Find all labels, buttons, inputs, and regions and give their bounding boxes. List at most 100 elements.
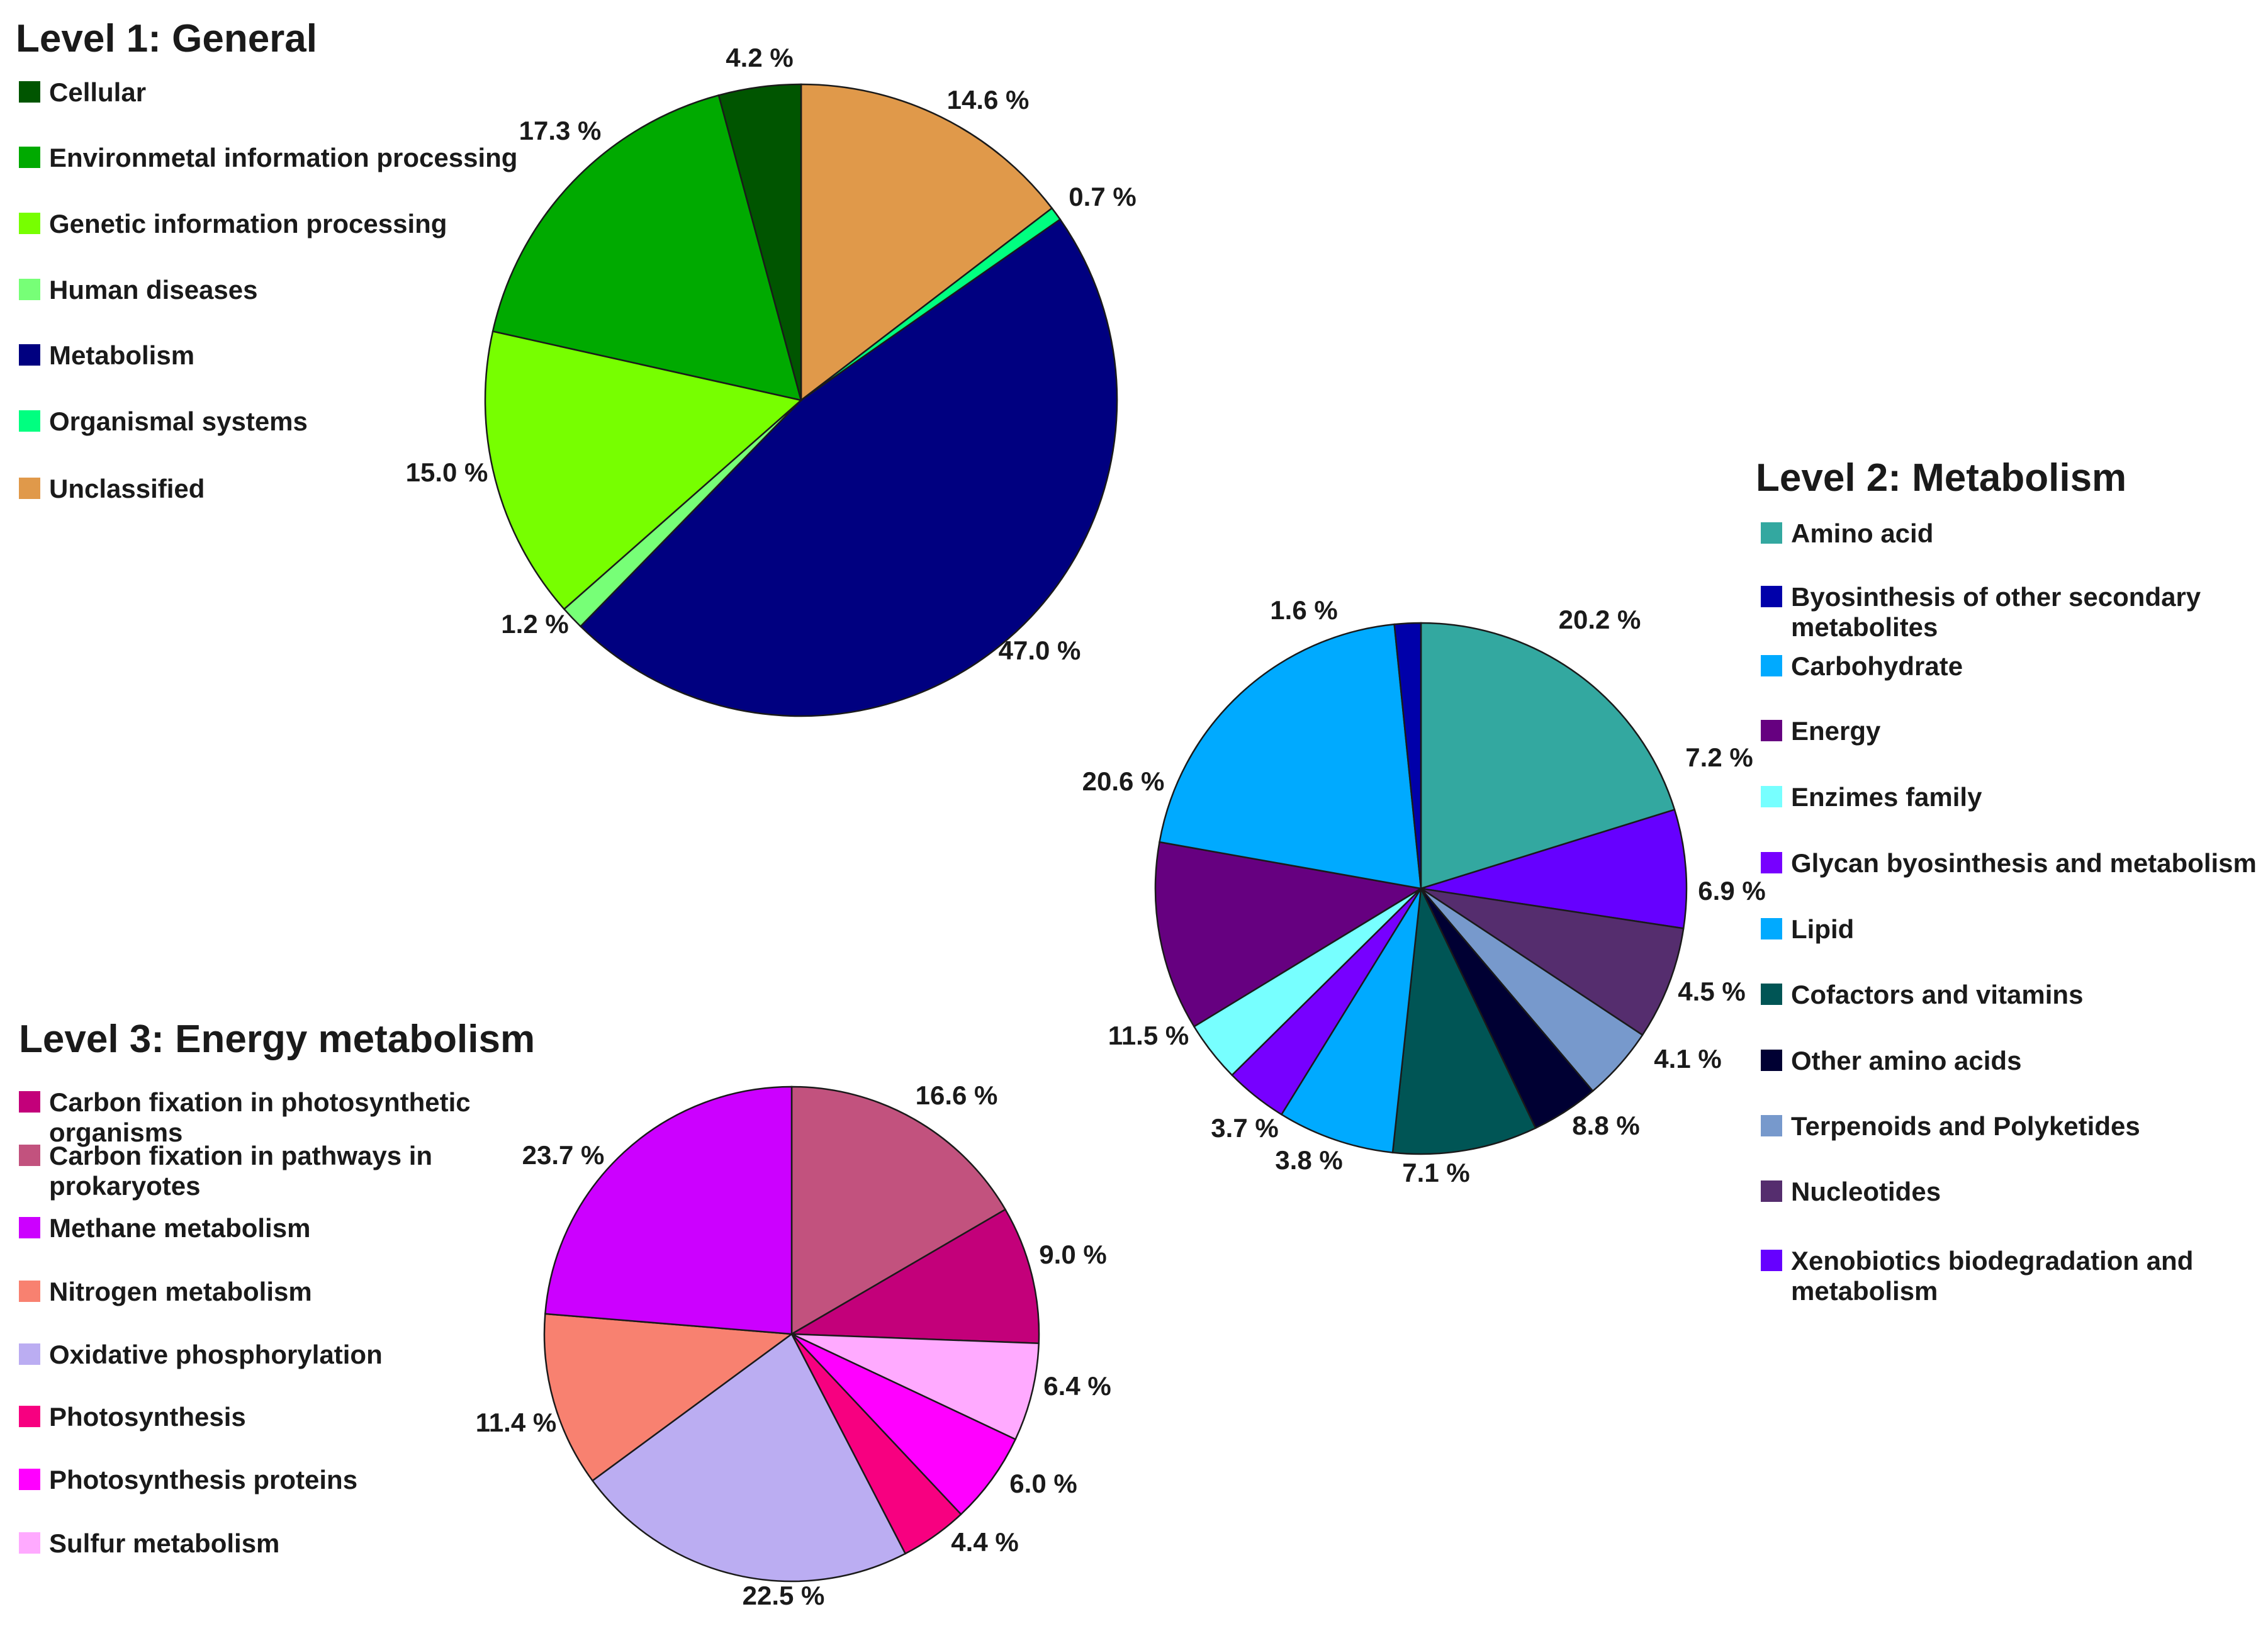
legend-item: Sulfur metabolism xyxy=(19,1528,279,1558)
legend-label: Xenobiotics biodegradation and metabolism xyxy=(1791,1246,2193,1306)
legend-swatch xyxy=(1761,852,1782,873)
legend-label: Nucleotides xyxy=(1791,1177,1941,1206)
legend-item: Methane metabolism xyxy=(19,1213,310,1243)
data-label: 8.8 % xyxy=(1572,1111,1639,1140)
legend-item: Nitrogen metabolism xyxy=(19,1277,312,1306)
legend-item: Genetic information processing xyxy=(19,209,447,238)
legend-label: Oxidative phosphorylation xyxy=(49,1340,383,1369)
data-label: 23.7 % xyxy=(522,1140,605,1170)
legend-item: Unclassified xyxy=(19,474,205,503)
legend-swatch xyxy=(19,279,40,300)
legend-item: Carbon fixation in pathways in prokaryote… xyxy=(19,1141,432,1201)
legend-swatch xyxy=(19,147,40,168)
legend-label: Nitrogen metabolism xyxy=(49,1277,312,1306)
legend-label: Carbon fixation in photosynthetic organis… xyxy=(49,1087,471,1147)
data-label: 22.5 % xyxy=(743,1581,825,1610)
legend-label: Environmetal information processing xyxy=(49,143,517,172)
pie-slice xyxy=(543,1313,794,1482)
legend-item: Other amino acids xyxy=(1761,1046,2021,1075)
legend-label: Sulfur metabolism xyxy=(49,1528,279,1558)
pie-slice xyxy=(491,94,802,401)
legend-label: Organismal systems xyxy=(49,407,308,436)
legend-swatch xyxy=(19,81,40,103)
legend-item: Glycan byosinthesis and metabolism xyxy=(1761,848,2257,878)
legend-label: Amino acid xyxy=(1791,519,1933,548)
legend-label: Other amino acids xyxy=(1791,1046,2021,1075)
legend-item: Cofactors and vitamins xyxy=(1761,980,2083,1009)
pie-slice xyxy=(800,83,1053,402)
data-label: 6.0 % xyxy=(1009,1469,1077,1498)
legend-swatch xyxy=(1761,522,1782,544)
pie-slice xyxy=(789,1208,1040,1345)
pie-slice xyxy=(1280,888,1422,1153)
legend-swatch xyxy=(1761,1180,1782,1202)
legend-swatch xyxy=(19,1145,40,1166)
legend-label: Photosynthesis xyxy=(49,1402,246,1432)
pie-slice xyxy=(1420,622,1676,890)
data-label: 9.0 % xyxy=(1039,1240,1106,1269)
legend-label: Metabolism xyxy=(49,340,194,370)
data-label: 7.1 % xyxy=(1402,1158,1469,1187)
legend-item: Organismal systems xyxy=(19,407,308,436)
legend-swatch xyxy=(19,1343,40,1365)
legend-swatch xyxy=(1761,984,1782,1005)
data-label: 4.5 % xyxy=(1678,977,1745,1006)
legend-label: Enzimes family xyxy=(1791,782,1982,812)
data-label: 15.0 % xyxy=(406,457,488,487)
legend-item: Lipid xyxy=(1761,914,1854,944)
legend-label: Glycan byosinthesis and metabolism xyxy=(1791,848,2257,878)
legend-label: Byosinthesis of other secondary metabolit… xyxy=(1791,582,2201,642)
data-label: 6.9 % xyxy=(1698,876,1765,906)
legend: Cellular Environmetal information process… xyxy=(19,77,517,503)
data-label: 17.3 % xyxy=(519,116,602,145)
legend-label: Human diseases xyxy=(49,275,258,305)
legend-item: Photosynthesis proteins xyxy=(19,1465,357,1494)
legend-label: Cofactors and vitamins xyxy=(1791,980,2083,1009)
data-label: 20.6 % xyxy=(1082,766,1165,796)
legend-swatch xyxy=(19,410,40,432)
legend-label: Carbohydrate xyxy=(1791,651,1963,681)
data-label: 7.2 % xyxy=(1685,743,1753,772)
data-label: 1.2 % xyxy=(501,609,568,639)
data-label: 6.4 % xyxy=(1043,1371,1111,1401)
legend-swatch xyxy=(1761,786,1782,807)
legend-label: Terpenoids and Polyketides xyxy=(1791,1111,2140,1141)
data-label: 11.5 % xyxy=(1108,1021,1189,1050)
legend-item: Nucleotides xyxy=(1761,1177,1941,1206)
legend-swatch xyxy=(1761,918,1782,939)
data-label: 16.6 % xyxy=(916,1080,998,1110)
chart-title: Level 2: Metabolism xyxy=(1756,456,2126,500)
legend-swatch xyxy=(19,1217,40,1238)
data-label: 4.2 % xyxy=(726,43,793,72)
legend-swatch xyxy=(19,1091,40,1113)
legend-label: Photosynthesis proteins xyxy=(49,1465,357,1494)
legend-item: Energy xyxy=(1761,716,1881,746)
legend-item: Metabolism xyxy=(19,340,194,370)
legend-swatch xyxy=(19,213,40,234)
pie-slice xyxy=(1391,885,1537,1155)
data-label: 3.8 % xyxy=(1275,1145,1342,1175)
pie-chart-1: Level 1: General Cellular Environmetal inf… xyxy=(16,17,1137,717)
legend-item: Terpenoids and Polyketides xyxy=(1761,1111,2140,1141)
legend: Carbon fixation in photosynthetic organis… xyxy=(19,1087,471,1558)
legend-label: Lipid xyxy=(1791,914,1854,944)
legend-swatch xyxy=(19,1406,40,1427)
data-label: 1.6 % xyxy=(1270,595,1337,625)
pie-slice xyxy=(1420,809,1688,929)
legend-label: Unclassified xyxy=(49,474,205,503)
legend-item: Environmetal information processing xyxy=(19,143,517,172)
legend-swatch xyxy=(19,1532,40,1554)
legend-swatch xyxy=(1761,586,1782,607)
pie-slice xyxy=(791,1333,1040,1440)
data-label: 14.6 % xyxy=(947,85,1030,115)
legend-item: Cellular xyxy=(19,77,146,107)
legend-swatch xyxy=(1761,1115,1782,1136)
legend-item: Human diseases xyxy=(19,275,258,305)
pie-slice xyxy=(1393,622,1422,889)
pie-slice xyxy=(717,83,802,401)
legend-swatch xyxy=(19,344,40,366)
legend-label: Carbon fixation in pathways in prokaryote… xyxy=(49,1141,432,1201)
data-label: 47.0 % xyxy=(999,636,1081,665)
chart-title: Level 1: General xyxy=(16,17,317,60)
